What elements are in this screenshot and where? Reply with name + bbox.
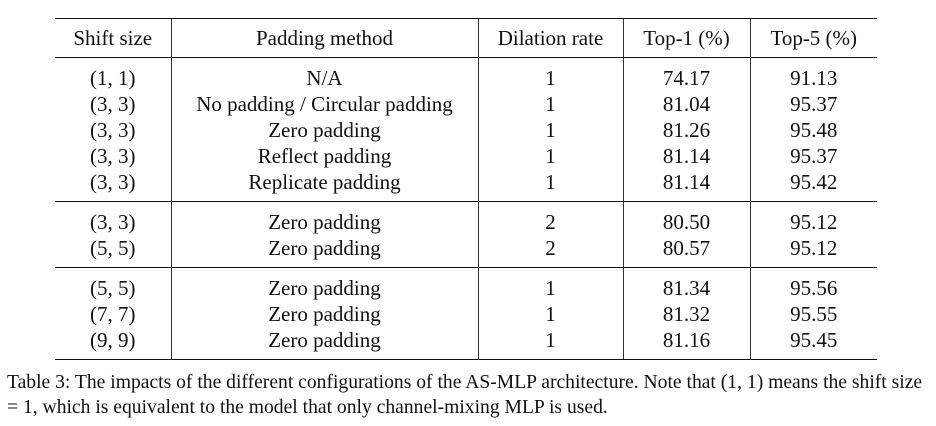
cell-padding-method: Zero padding	[170, 327, 478, 360]
cell-dilation-rate: 1	[477, 327, 623, 360]
table-row: (3, 3) Zero padding 1 81.26 95.48	[55, 117, 877, 143]
table-row: (5, 5) Zero padding 1 81.34 95.56	[55, 267, 877, 301]
cell-padding-method: Zero padding	[170, 267, 478, 301]
cell-padding-method: N/A	[170, 57, 478, 91]
cell-top1: 81.26	[622, 117, 750, 143]
cell-padding-method: Zero padding	[170, 117, 478, 143]
results-table-container: Shift size Padding method Dilation rate …	[55, 18, 877, 360]
table-row: (3, 3) Zero padding 2 80.50 95.12	[55, 201, 877, 235]
cell-top5: 91.13	[749, 57, 877, 91]
cell-dilation-rate: 1	[477, 143, 623, 169]
cell-shift-size: (1, 1)	[90, 66, 136, 90]
cell-top1: 80.50	[622, 201, 750, 235]
cell-top5: 95.12	[749, 235, 877, 268]
cell-shift-size: (7, 7)	[90, 302, 136, 326]
table-row: (3, 3) Reflect padding 1 81.14 95.37	[55, 143, 877, 169]
table-row: (7, 7) Zero padding 1 81.32 95.55	[55, 301, 877, 327]
header-top5: Top-5 (%)	[749, 18, 877, 58]
cell-top5: 95.48	[749, 117, 877, 143]
table-row: (9, 9) Zero padding 1 81.16 95.45	[55, 327, 877, 360]
cell-top5: 95.12	[749, 201, 877, 235]
header-padding-method: Padding method	[170, 18, 478, 58]
cell-top1: 81.14	[622, 169, 750, 202]
cell-padding-method: Zero padding	[170, 235, 478, 268]
cell-shift-size: (9, 9)	[55, 327, 171, 360]
cell-dilation-rate: 1	[477, 91, 623, 117]
table-row: (5, 5) Zero padding 2 80.57 95.12	[55, 235, 877, 268]
table-header-row: Shift size Padding method Dilation rate …	[55, 18, 877, 58]
cell-top1: 81.16	[622, 327, 750, 360]
cell-dilation-rate: 1	[477, 267, 623, 301]
cell-top1: 81.04	[622, 91, 750, 117]
cell-padding-method: Reflect padding	[170, 143, 478, 169]
cell-shift-size: (5, 5)	[55, 235, 171, 268]
cell-padding-method: Zero padding	[170, 201, 478, 235]
cell-top5: 95.37	[749, 91, 877, 117]
cell-shift-size: (3, 3)	[55, 169, 171, 202]
table-row: (1, 1) N/A 1 74.17 91.13	[55, 57, 877, 91]
cell-dilation-rate: 1	[477, 57, 623, 91]
cell-top1: 81.34	[622, 267, 750, 301]
cell-top5: 95.45	[749, 327, 877, 360]
cell-shift-size: (3, 3)	[90, 92, 136, 116]
cell-top1: 81.14	[622, 143, 750, 169]
cell-dilation-rate: 1	[477, 301, 623, 327]
cell-shift-size: (3, 3)	[90, 210, 136, 234]
cell-padding-method: Replicate padding	[170, 169, 478, 202]
cell-dilation-rate: 2	[477, 201, 623, 235]
cell-dilation-rate: 1	[477, 117, 623, 143]
cell-top5: 95.37	[749, 143, 877, 169]
cell-shift-size: (3, 3)	[90, 144, 136, 168]
table-row: (3, 3) No padding / Circular padding 1 81.0…	[55, 91, 877, 117]
table-caption: Table 3: The impacts of the different co…	[7, 372, 923, 418]
cell-top5: 95.55	[749, 301, 877, 327]
cell-top1: 80.57	[622, 235, 750, 268]
cell-top5: 95.56	[749, 267, 877, 301]
cell-padding-method: No padding / Circular padding	[170, 91, 478, 117]
table-body: (1, 1) N/A 1 74.17 91.13 (3, 3) No padding / C…	[55, 57, 877, 360]
cell-dilation-rate: 2	[477, 235, 623, 268]
header-shift-size: Shift size	[55, 18, 171, 58]
cell-top1: 74.17	[622, 57, 750, 91]
cell-dilation-rate: 1	[477, 169, 623, 202]
cell-shift-size: (5, 5)	[90, 276, 136, 300]
table-row: (3, 3) Replicate padding 1 81.14 95.42	[55, 169, 877, 202]
cell-top1: 81.32	[622, 301, 750, 327]
results-table: Shift size Padding method Dilation rate …	[55, 18, 877, 360]
cell-shift-size: (3, 3)	[90, 118, 136, 142]
cell-top5: 95.42	[749, 169, 877, 202]
cell-padding-method: Zero padding	[170, 301, 478, 327]
header-dilation-rate: Dilation rate	[477, 18, 623, 58]
header-top1: Top-1 (%)	[622, 18, 750, 58]
